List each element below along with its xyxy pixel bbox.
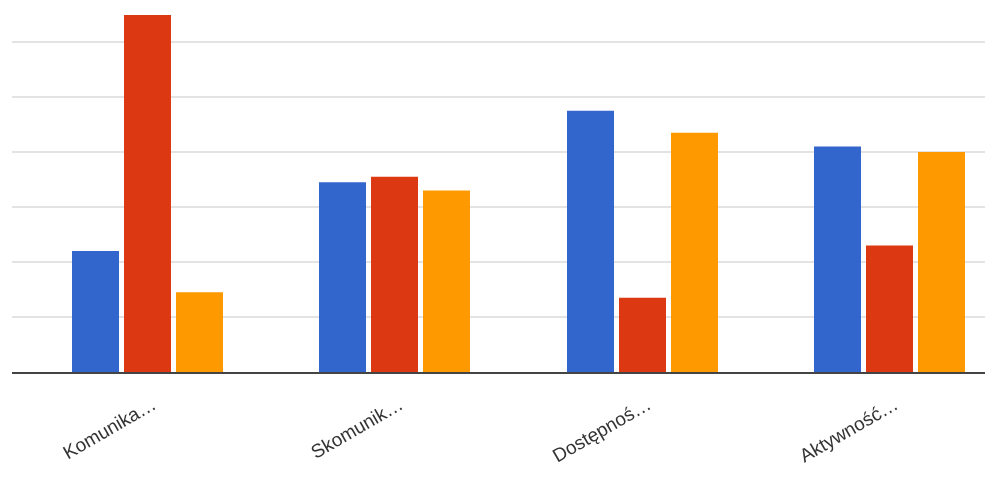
bar: [814, 146, 861, 372]
bar: [567, 110, 614, 372]
bar: [124, 15, 171, 372]
bar: [671, 132, 718, 372]
x-tick-labels: Komunika… Skomunik… Dostępnoś… Aktywność…: [60, 394, 902, 467]
bar: [866, 245, 913, 372]
x-tick-label: Komunika…: [60, 394, 160, 464]
bar: [319, 182, 366, 372]
bar: [72, 251, 119, 372]
bar: [423, 190, 470, 372]
x-tick-label: Skomunik…: [308, 394, 407, 463]
bars: [72, 15, 965, 372]
bar: [619, 297, 666, 372]
x-tick-label: Dostępnoś…: [549, 394, 655, 467]
bar: [371, 176, 418, 372]
bar: [176, 292, 223, 372]
x-tick-label: Aktywność…: [796, 394, 902, 467]
bar: [918, 152, 965, 372]
